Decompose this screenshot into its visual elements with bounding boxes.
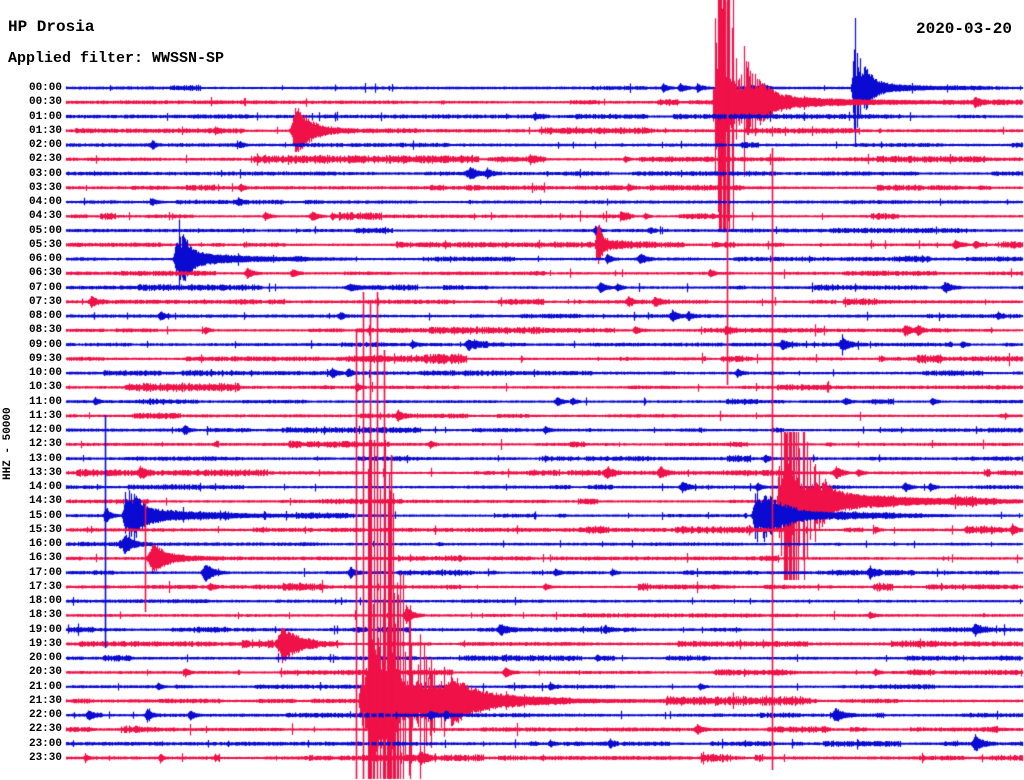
time-label: 06:00 bbox=[28, 253, 62, 266]
time-label: 20:00 bbox=[28, 652, 62, 665]
time-label: 14:30 bbox=[28, 495, 62, 508]
time-label: 06:30 bbox=[28, 267, 62, 280]
time-label: 08:30 bbox=[28, 324, 62, 337]
time-label: 02:00 bbox=[28, 139, 62, 152]
time-label: 00:30 bbox=[28, 96, 62, 109]
time-label: 03:30 bbox=[28, 181, 62, 194]
time-label: 12:00 bbox=[28, 424, 62, 437]
time-label: 22:30 bbox=[28, 723, 62, 736]
time-label: 04:30 bbox=[28, 210, 62, 223]
time-label: 23:00 bbox=[28, 737, 62, 750]
time-label: 05:30 bbox=[28, 238, 62, 251]
time-label: 11:30 bbox=[28, 409, 62, 422]
time-label: 15:00 bbox=[28, 509, 62, 522]
time-label: 02:30 bbox=[28, 153, 62, 166]
time-label: 13:30 bbox=[28, 466, 62, 479]
time-label: 08:00 bbox=[28, 310, 62, 323]
time-label: 18:30 bbox=[28, 609, 62, 622]
time-label: 05:00 bbox=[28, 224, 62, 237]
time-label: 16:00 bbox=[28, 538, 62, 551]
time-label: 01:30 bbox=[28, 124, 62, 137]
time-label: 04:00 bbox=[28, 196, 62, 209]
time-label: 19:30 bbox=[28, 637, 62, 650]
time-label: 21:30 bbox=[28, 694, 62, 707]
time-label: 03:00 bbox=[28, 167, 62, 180]
time-label: 16:30 bbox=[28, 552, 62, 565]
time-label: 00:00 bbox=[28, 82, 62, 94]
time-label: 01:00 bbox=[28, 110, 62, 123]
time-label: 17:30 bbox=[28, 580, 62, 593]
time-label: 12:30 bbox=[28, 438, 62, 451]
time-label: 18:00 bbox=[28, 595, 62, 608]
time-label: 23:30 bbox=[28, 751, 62, 764]
date-label: 2020-03-20 bbox=[915, 20, 1012, 38]
filter-label: Applied filter: WWSSN-SP bbox=[8, 50, 225, 67]
time-label: 07:00 bbox=[28, 281, 62, 294]
time-label: 09:00 bbox=[28, 338, 62, 351]
time-label: 14:00 bbox=[28, 481, 62, 494]
time-label: 11:00 bbox=[28, 395, 62, 408]
time-label: 07:30 bbox=[28, 295, 62, 308]
time-label: 10:30 bbox=[28, 381, 62, 394]
time-label: 17:00 bbox=[28, 566, 62, 579]
time-label: 10:00 bbox=[28, 367, 62, 380]
time-label: 13:00 bbox=[28, 452, 62, 465]
time-label: 22:00 bbox=[28, 709, 62, 722]
time-label: 15:30 bbox=[28, 523, 62, 536]
time-label: 20:30 bbox=[28, 666, 62, 679]
time-label: 19:00 bbox=[28, 623, 62, 636]
time-label: 09:30 bbox=[28, 352, 62, 365]
station-name: HP Drosia bbox=[8, 18, 95, 36]
time-label: 21:00 bbox=[28, 680, 62, 693]
